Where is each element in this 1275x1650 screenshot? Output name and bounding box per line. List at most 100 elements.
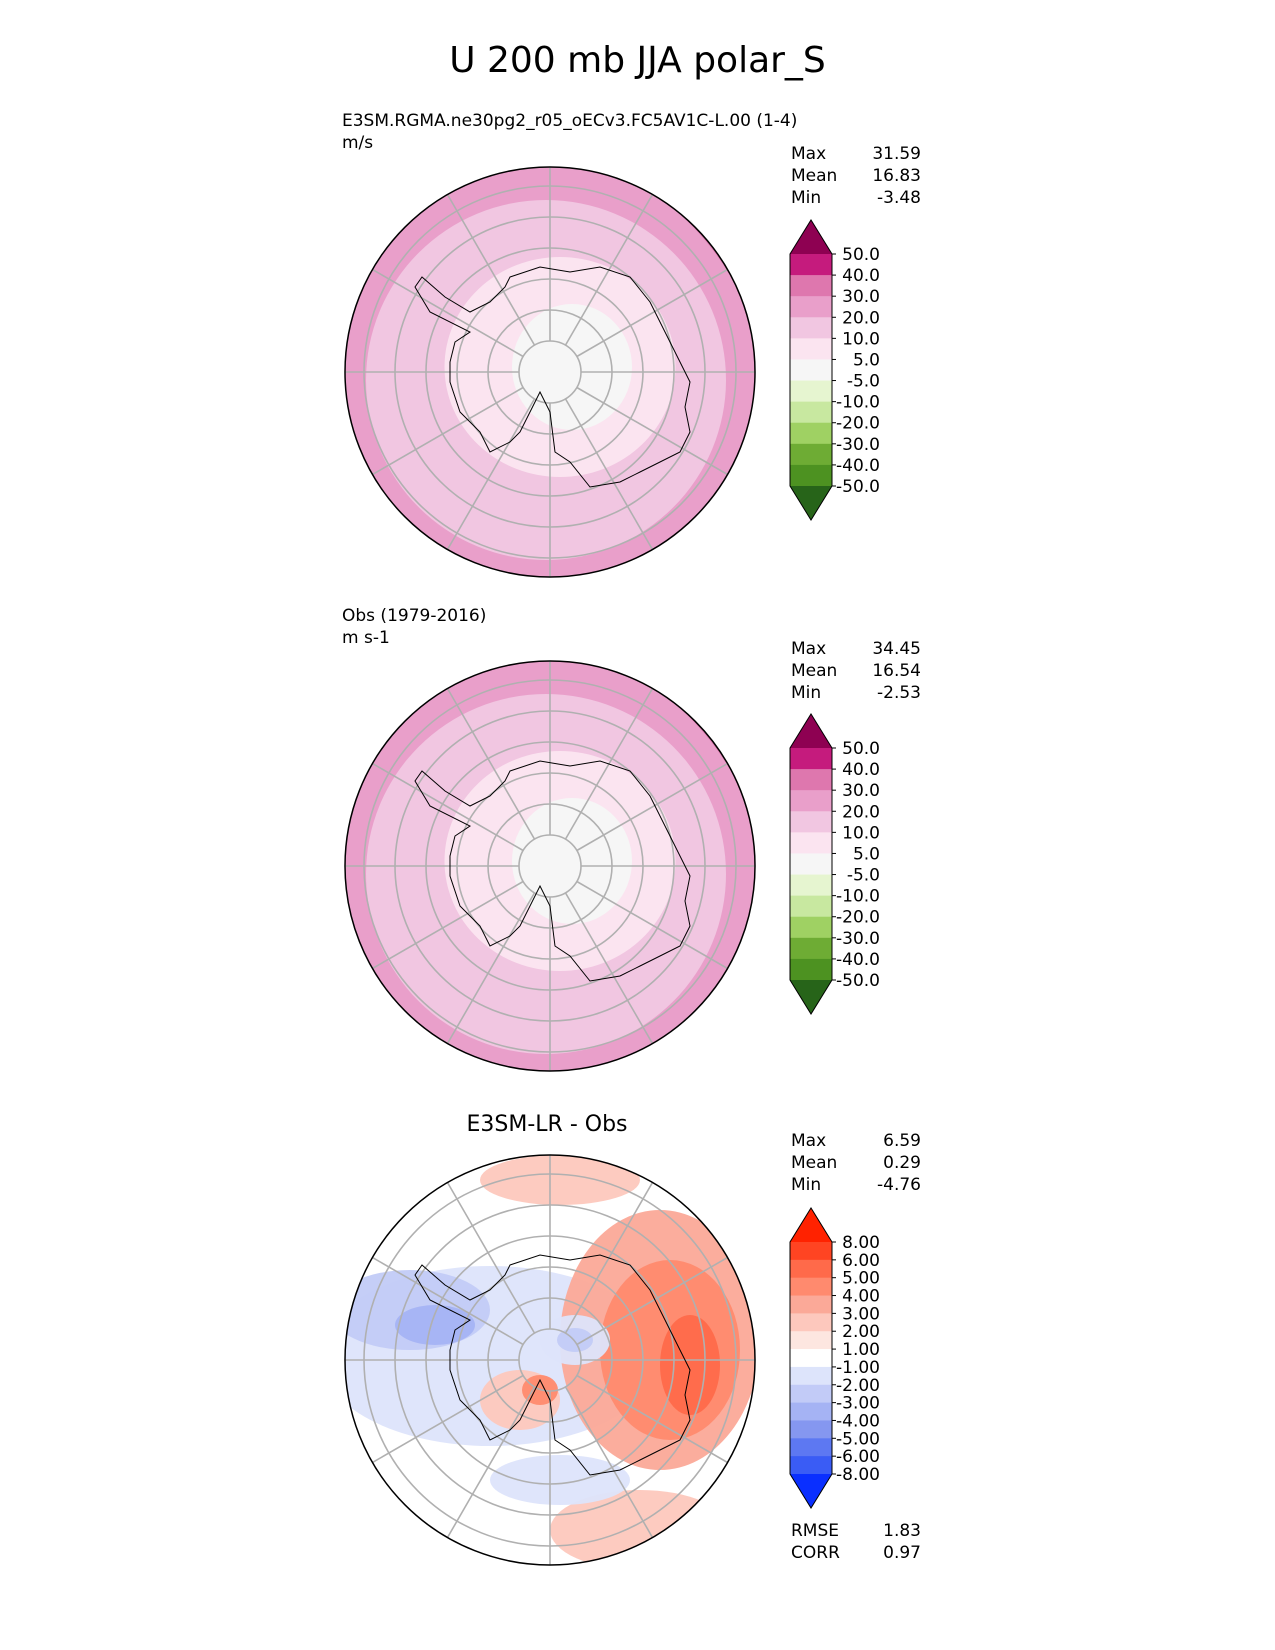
polar-map-difference bbox=[344, 1154, 756, 1566]
colorbar-tick-label: -6.00 bbox=[836, 1447, 880, 1467]
colorbar-tick-label: 5.0 bbox=[853, 350, 880, 370]
colorbar-tick-label: 10.0 bbox=[842, 329, 880, 349]
stat-label: Max bbox=[791, 639, 827, 659]
stat-value: 34.45 bbox=[872, 639, 921, 659]
map-boundary bbox=[344, 1154, 756, 1566]
coastline bbox=[414, 760, 691, 982]
stat-value: -4.76 bbox=[877, 1175, 921, 1195]
panel-difference: E3SM-LR - Obs Max 6.59 Mean 0.29 Min -4.76 … bbox=[0, 0, 1275, 1566]
meridian-line bbox=[439, 892, 536, 1057]
colorbar-tick-label: 10.0 bbox=[842, 823, 880, 843]
polar-map-test bbox=[344, 166, 756, 578]
colorbar-tick-label: 30.0 bbox=[842, 287, 880, 307]
colorbar-segment bbox=[790, 1456, 832, 1475]
colorbar-segment bbox=[790, 769, 832, 791]
colorbar-extend-min bbox=[790, 980, 832, 1014]
metric-value: 0.97 bbox=[883, 1543, 921, 1563]
stat-label: Min bbox=[791, 188, 822, 208]
meridian-line bbox=[359, 1374, 524, 1471]
colorbar-tick-label: -10.0 bbox=[836, 393, 880, 413]
colorbar-segment bbox=[790, 853, 832, 876]
panel-reference-stats: Max 34.45 Mean 16.54 Min -2.53 bbox=[791, 638, 921, 704]
colorbar-segment bbox=[790, 748, 832, 770]
colorbar-segment bbox=[790, 811, 832, 833]
panel-difference-title: E3SM-LR - Obs bbox=[466, 1112, 628, 1137]
stat-label: Mean bbox=[791, 1153, 838, 1173]
panel-test-stats: Max 31.59 Mean 16.83 Min -3.48 bbox=[791, 143, 921, 209]
colorbar-segment bbox=[790, 1420, 832, 1439]
colorbar-segment bbox=[790, 422, 832, 445]
colorbar-segment bbox=[790, 790, 832, 812]
colorbar-segment bbox=[790, 464, 832, 487]
colorbar-segment bbox=[790, 1277, 832, 1297]
panel-test: E3SM.RGMA.ne30pg2_r05_oECv3.FC5AV1C-L.00… bbox=[0, 0, 1275, 578]
colorbar-segment bbox=[790, 1384, 832, 1404]
meridian-line bbox=[576, 1249, 741, 1346]
map-boundary bbox=[344, 660, 756, 1072]
figure-title: U 200 mb JJA polar_S bbox=[449, 40, 826, 81]
graticule bbox=[345, 661, 755, 1071]
stat-value: 16.83 bbox=[872, 166, 921, 186]
panel-reference-title: Obs (1979-2016) bbox=[342, 606, 487, 626]
stat-label: Max bbox=[791, 1131, 827, 1151]
colorbar-tick-label: 50.0 bbox=[842, 739, 880, 759]
colorbar-tick-label: -30.0 bbox=[836, 435, 880, 455]
panel-reference-units: m s-1 bbox=[342, 628, 390, 648]
graticule bbox=[345, 1155, 755, 1565]
stat-value: -3.48 bbox=[877, 188, 921, 208]
meridian-line bbox=[564, 398, 661, 563]
colorbar-tick-label: 20.0 bbox=[842, 802, 880, 822]
colorbar-segment bbox=[790, 296, 832, 318]
colorbar-test: 50.040.030.020.010.05.0-5.0-10.0-20.0-30… bbox=[789, 219, 880, 521]
panel-reference: Obs (1979-2016) m s-1 Max 34.45 Mean 16.54… bbox=[0, 0, 1275, 1072]
colorbar-tick-label: -2.00 bbox=[836, 1376, 880, 1396]
meridian-line bbox=[576, 755, 741, 852]
meridian-line bbox=[576, 386, 741, 483]
stat-value: -2.53 bbox=[877, 683, 921, 703]
field-contour--5.0 bbox=[512, 798, 632, 924]
stat-label: Mean bbox=[791, 661, 838, 681]
colorbar-segment bbox=[790, 338, 832, 360]
metric-label: CORR bbox=[791, 1543, 840, 1563]
metric-value: 1.83 bbox=[883, 1521, 921, 1541]
polar-map-reference bbox=[344, 660, 756, 1072]
colorbar-tick-label: -10.0 bbox=[836, 887, 880, 907]
colorbar-difference: 8.006.005.004.003.002.001.00-1.00-2.00-3… bbox=[789, 1207, 880, 1509]
colorbar-tick-label: -5.0 bbox=[847, 866, 880, 886]
panel-difference-stats: Max 6.59 Mean 0.29 Min -4.76 bbox=[791, 1130, 921, 1196]
meridian-line bbox=[359, 880, 524, 977]
meridian-line bbox=[576, 261, 741, 358]
colorbar-segment bbox=[790, 1313, 832, 1332]
colorbar-segment bbox=[790, 380, 832, 403]
colorbar-extend-min bbox=[790, 1474, 832, 1508]
meridian-line bbox=[564, 1169, 661, 1334]
meridian-line bbox=[439, 1386, 536, 1551]
colorbar-tick-label: -40.0 bbox=[836, 456, 880, 476]
colorbar-segment bbox=[790, 874, 832, 897]
colorbar-tick-label: -20.0 bbox=[836, 908, 880, 928]
colorbar-tick-label: -4.00 bbox=[836, 1411, 880, 1431]
difference-anomaly bbox=[480, 1155, 640, 1205]
colorbar-tick-label: 40.0 bbox=[842, 266, 880, 286]
colorbar-segment bbox=[790, 1349, 832, 1368]
colorbar-tick-label: -3.00 bbox=[836, 1394, 880, 1414]
colorbar-tick-label: 4.00 bbox=[842, 1287, 880, 1307]
colorbar-segment bbox=[790, 832, 832, 854]
colorbar-segment bbox=[790, 254, 832, 276]
colorbar-tick-label: -5.0 bbox=[847, 372, 880, 392]
colorbar-tick-label: -8.00 bbox=[836, 1465, 880, 1485]
meridian-line bbox=[439, 675, 536, 840]
colorbar-tick-label: 30.0 bbox=[842, 781, 880, 801]
colorbar-segment bbox=[790, 1402, 832, 1421]
meridian-line bbox=[564, 892, 661, 1057]
meridian-line bbox=[439, 181, 536, 346]
meridian-line bbox=[359, 1249, 524, 1346]
meridian-line bbox=[564, 675, 661, 840]
graticule bbox=[345, 167, 755, 577]
colorbar-segment bbox=[790, 1295, 832, 1314]
meridian-line bbox=[439, 1169, 536, 1334]
colorbar-segment bbox=[790, 1242, 832, 1261]
colorbar-tick-label: 50.0 bbox=[842, 245, 880, 265]
meridian-line bbox=[359, 386, 524, 483]
field-contour--5.0 bbox=[512, 304, 632, 430]
